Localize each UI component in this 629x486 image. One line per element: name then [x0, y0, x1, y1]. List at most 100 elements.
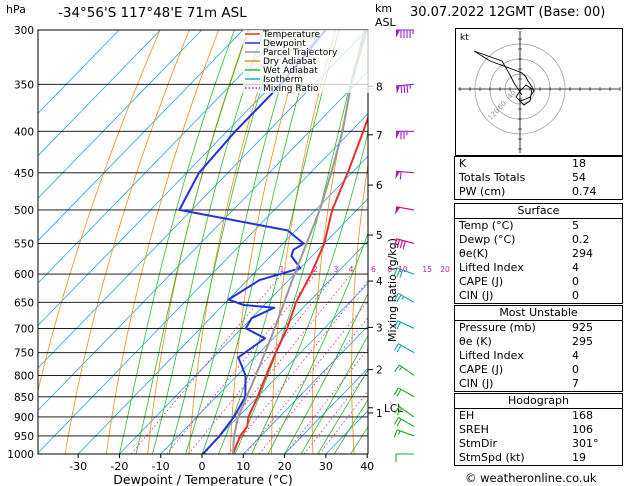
dry-adiabat-line	[64, 30, 190, 454]
wind-barb-staff	[398, 417, 415, 428]
wet-adiabat-line	[119, 30, 235, 454]
wind-barb-feather	[399, 171, 402, 180]
wind-barb-feather	[393, 320, 399, 329]
wet-adiabat-line	[333, 398, 368, 454]
wind-barb	[393, 292, 415, 303]
wind-barb-feather	[396, 239, 401, 248]
wind-barb-feather	[394, 238, 398, 247]
wind-barb-feather	[393, 267, 398, 276]
wind-barb	[395, 453, 414, 462]
wind-barb	[394, 238, 415, 250]
unstable-label: CIN (J)	[459, 377, 494, 390]
pressure-tick-label: 450	[14, 168, 34, 180]
mixing-ratio-label: 4	[349, 265, 354, 274]
pressure-tick-label: 800	[14, 370, 34, 382]
x-axis-title: Dewpoint / Temperature (°C)	[113, 472, 292, 486]
wind-barb	[393, 429, 415, 438]
isotherm-line	[38, 113, 368, 454]
wind-barb-feather	[394, 406, 400, 414]
unstable-value: 4	[572, 349, 579, 362]
mixing-ratio-label: 15	[422, 265, 432, 274]
wind-barb-feather	[396, 407, 403, 416]
isotherm-line	[243, 325, 368, 454]
valid-datetime: 30.07.2022 12GMT (Base: 00)	[410, 5, 606, 20]
pressure-tick-label: 950	[14, 431, 34, 443]
wind-barb-flag	[396, 30, 400, 38]
wind-barb-feather	[393, 343, 399, 351]
hodograph-value: 168	[572, 409, 593, 422]
surface-label: Dewp (°C)	[459, 233, 516, 246]
legend-bg	[243, 66, 373, 75]
wind-barb-feather	[396, 388, 402, 397]
temperature-tick-label: -20	[110, 460, 128, 473]
surface-value: 0	[572, 275, 579, 288]
isotherm-line	[38, 30, 285, 284]
unstable-label: θe (K)	[459, 335, 492, 348]
wind-barb-flag	[394, 206, 401, 215]
unstable-value: 7	[572, 377, 579, 390]
pressure-tick-label: 600	[14, 269, 34, 281]
isotherm-line	[38, 30, 326, 327]
hodograph-trace	[473, 50, 535, 106]
surface-label: Lifted Index	[459, 261, 524, 274]
index-label: PW (cm)	[459, 185, 506, 198]
copyright-footer[interactable]: © weatheronline.co.uk	[465, 471, 597, 485]
pressure-tick-label: 650	[14, 297, 34, 309]
wind-barb-feather	[403, 85, 406, 94]
mixing-ratio-line	[130, 273, 283, 454]
surface-value: 294	[572, 247, 593, 260]
index-label: K	[459, 157, 467, 170]
km-tick-label: 6	[376, 180, 383, 192]
wind-barb-feather	[394, 364, 400, 372]
wind-barb-half-feather	[398, 366, 403, 371]
km-tick-label: 3	[376, 322, 383, 334]
wind-barb	[394, 206, 415, 215]
hodograph-value: 301°	[572, 437, 599, 450]
mixing-ratio-line	[188, 273, 337, 454]
hodograph-value: 106	[572, 423, 593, 436]
wind-barb	[393, 343, 415, 354]
temperature-series	[232, 115, 368, 454]
wind-barb-half-feather	[401, 296, 405, 301]
unstable-value: 295	[572, 335, 593, 348]
temperature-tick-label: 20	[278, 460, 292, 473]
hodograph-title: Hodograph	[455, 394, 622, 409]
mixing-ratio-line	[166, 273, 316, 454]
isotherm-line	[38, 30, 161, 157]
pressure-tick-label: 750	[14, 348, 34, 360]
wind-barb-feather	[396, 268, 401, 277]
surface-table: Surface Temp (°C) 5 Dewp (°C) 0.2 θe(K) 294…	[454, 203, 623, 304]
station-location: -34°56'S 117°48'E 71m ASL	[58, 5, 247, 21]
index-label: Totals Totals	[459, 171, 526, 184]
wind-barb-flag	[396, 131, 400, 140]
wind-barb-feather	[396, 344, 402, 353]
legend-bg	[243, 30, 373, 39]
hodograph-label: StmDir	[459, 437, 498, 450]
wind-barb-feather	[396, 321, 401, 330]
wind-barb-half-feather	[398, 430, 401, 435]
hodograph-table: Hodograph EH 168 SREH 106 StmDir 301° StmSp…	[454, 393, 623, 466]
surface-value: 5	[572, 219, 579, 232]
unstable-value: 925	[572, 321, 593, 334]
mixing-ratio-label: 8	[387, 265, 392, 274]
unstable-label: Lifted Index	[459, 349, 524, 362]
temperature-tick-label: -10	[152, 460, 170, 473]
temperature-tick-label: 0	[199, 460, 206, 473]
wind-barb-staff	[398, 364, 415, 376]
km-tick-label: 1	[376, 408, 383, 420]
wind-barb	[393, 320, 415, 330]
wind-barb-staff	[398, 406, 415, 418]
pressure-tick-label: 500	[14, 205, 34, 217]
unstable-label: CAPE (J)	[459, 363, 504, 376]
stability-indices-table: K 18 Totals Totals 54 PW (cm) 0.74	[454, 156, 623, 200]
wind-barb-staff	[396, 170, 415, 174]
wind-barb	[394, 364, 415, 376]
index-row-totals: Totals Totals 54	[455, 171, 622, 185]
mixing-ratio-label: 2	[313, 265, 318, 274]
dry-adiabat-line	[147, 30, 249, 454]
index-value: 54	[572, 171, 586, 184]
temperature-tick-label: -30	[69, 460, 87, 473]
surface-value: 0	[572, 289, 579, 302]
